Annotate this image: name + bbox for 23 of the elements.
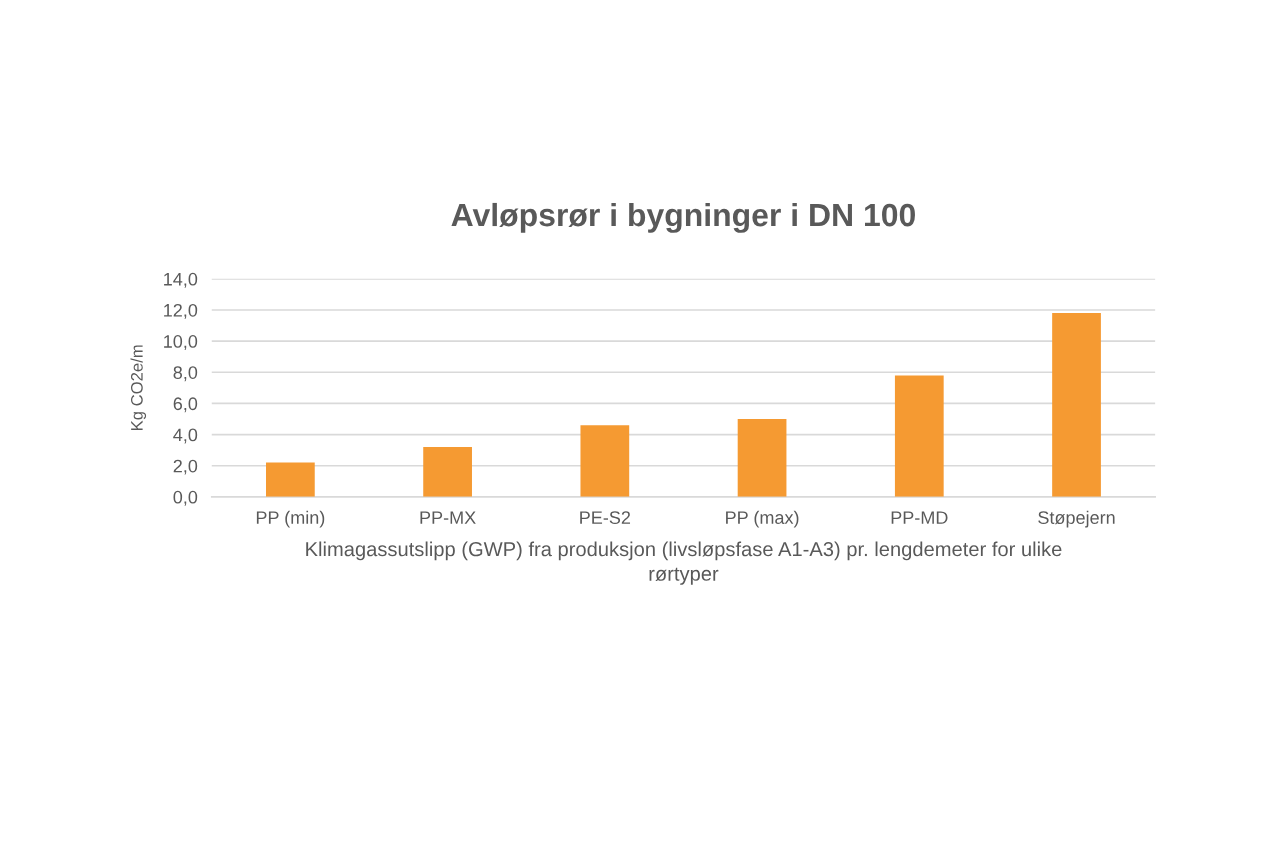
bar bbox=[423, 447, 472, 497]
y-tick-label: 6,0 bbox=[173, 397, 198, 413]
x-tick-label: PP (max) bbox=[726, 510, 799, 528]
x-tick-label: PP (min) bbox=[256, 510, 325, 528]
y-tick-label: 0,0 bbox=[173, 490, 198, 506]
x-tick-label: PP-MD bbox=[891, 511, 948, 524]
bar bbox=[737, 419, 787, 497]
x-axis-title: Klimagassutslipp (GWP) fra produksjon (livsløpsfase A1-A3) pr. lengdemeter for ulike rørtyper bbox=[306, 541, 1062, 585]
chart-title: Avløpsrør i bygninger i DN 100 bbox=[451, 202, 915, 233]
bar bbox=[894, 375, 944, 497]
x-tick-label: PE-S2 bbox=[580, 511, 631, 525]
y-tick-label: 12,0 bbox=[164, 303, 198, 319]
y-axis-title: Kg CO2e/m bbox=[130, 345, 147, 431]
x-tick-label: Støpejern bbox=[1038, 510, 1115, 528]
y-tick-label: 10,0 bbox=[164, 335, 198, 350]
bar bbox=[1052, 313, 1101, 497]
bar bbox=[580, 425, 630, 497]
bar bbox=[266, 462, 315, 497]
x-tick-label: PP-MX bbox=[420, 511, 476, 524]
y-tick-label: 4,0 bbox=[173, 428, 198, 444]
y-tick-label: 14,0 bbox=[164, 272, 198, 288]
y-tick-label: 2,0 bbox=[173, 459, 198, 475]
y-tick-label: 8,0 bbox=[173, 366, 198, 382]
